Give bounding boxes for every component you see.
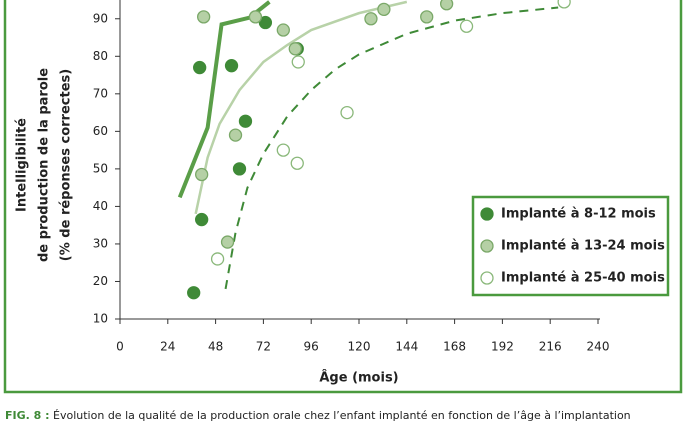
- y-tick-label: 30: [93, 236, 108, 250]
- point: [196, 10, 211, 24]
- legend-marker: [480, 271, 494, 285]
- legend-label: Implanté à 25-40 mois: [501, 271, 665, 286]
- x-tick-label: 168: [443, 340, 466, 354]
- x-tick-label: 0: [116, 340, 124, 354]
- fit-line: [224, 6, 559, 290]
- x-tick-label: 144: [395, 340, 418, 354]
- x-tick-label: 120: [348, 340, 371, 354]
- y-tick-label: 10: [93, 312, 108, 326]
- y-tick-label: 80: [93, 49, 108, 63]
- y-tick-label: 90: [93, 11, 108, 25]
- point: [420, 10, 434, 24]
- point: [193, 60, 207, 75]
- x-tick-label: 240: [587, 340, 610, 354]
- point: [364, 12, 378, 26]
- y-tick-label: 60: [93, 124, 108, 138]
- x-tick-label: 216: [539, 340, 562, 354]
- point: [276, 143, 290, 157]
- point: [439, 0, 454, 11]
- point: [288, 42, 302, 56]
- y-tick-label: 40: [93, 199, 108, 213]
- x-tick-label: 48: [208, 340, 223, 354]
- y-tick-label: 70: [93, 86, 108, 100]
- point: [187, 286, 201, 300]
- legend-label: Implanté à 13-24 mois: [501, 239, 665, 254]
- point: [238, 114, 253, 128]
- x-tick-label: 192: [491, 340, 514, 354]
- point: [291, 55, 305, 69]
- point: [210, 252, 225, 266]
- point: [459, 19, 474, 33]
- y-label: de production de la parole: [37, 68, 52, 262]
- caption-label: FIG. 8 :: [5, 409, 50, 422]
- point: [228, 128, 243, 142]
- point: [195, 167, 209, 182]
- point: [340, 105, 354, 120]
- fit-line: [177, 0, 271, 199]
- legend-box: [471, 195, 670, 297]
- point: [220, 235, 235, 249]
- y-tick-label: 20: [93, 274, 108, 288]
- y-tick-label: 50: [93, 161, 108, 175]
- frame: [3, 0, 683, 394]
- legend-marker: [480, 207, 494, 221]
- point: [248, 10, 263, 24]
- point: [557, 0, 571, 9]
- point: [258, 15, 273, 30]
- point: [290, 156, 304, 170]
- x-tick-label: 96: [304, 340, 319, 354]
- caption: FIG. 8 : Évolution de la qualité de la p…: [5, 409, 631, 422]
- x-tick-label: 24: [160, 340, 175, 354]
- caption-text: Évolution de la qualité de la production…: [53, 409, 631, 422]
- y-label: (% de réponses correctes): [59, 69, 74, 261]
- legend-label: Implanté à 8-12 mois: [501, 207, 656, 222]
- fit-line: [194, 0, 408, 215]
- x-tick-label: 72: [256, 340, 271, 354]
- point: [232, 162, 247, 176]
- point: [224, 59, 239, 73]
- plot-area: [177, 0, 571, 300]
- legend-marker: [480, 239, 494, 253]
- point: [195, 212, 209, 227]
- point: [276, 23, 290, 37]
- x-label: Âge (mois): [319, 370, 398, 386]
- point: [377, 2, 391, 17]
- y-label: Intelligibilité: [15, 118, 30, 212]
